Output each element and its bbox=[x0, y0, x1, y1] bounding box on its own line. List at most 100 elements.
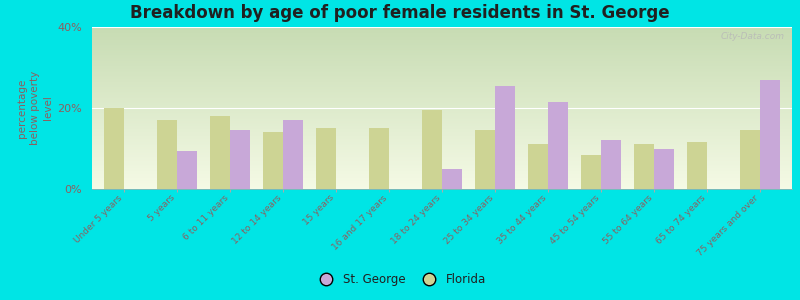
Bar bbox=[92, 58, 792, 59]
Bar bbox=[92, 129, 792, 131]
Bar bbox=[92, 161, 792, 163]
Bar bbox=[92, 92, 792, 93]
Bar bbox=[92, 110, 792, 111]
Bar bbox=[92, 72, 792, 74]
Bar bbox=[92, 186, 792, 188]
Bar bbox=[92, 171, 792, 173]
Bar bbox=[92, 43, 792, 45]
Bar bbox=[92, 93, 792, 95]
Bar bbox=[92, 160, 792, 161]
Bar bbox=[92, 98, 792, 100]
Bar bbox=[92, 84, 792, 85]
Bar bbox=[92, 131, 792, 132]
Bar bbox=[92, 76, 792, 77]
Bar bbox=[92, 46, 792, 48]
Bar bbox=[92, 38, 792, 40]
Bar bbox=[92, 77, 792, 79]
Bar bbox=[475, 130, 495, 189]
Bar bbox=[157, 120, 177, 189]
Bar bbox=[92, 163, 792, 165]
Bar bbox=[92, 119, 792, 121]
Bar bbox=[92, 144, 792, 145]
Bar bbox=[92, 181, 792, 182]
Bar bbox=[92, 126, 792, 127]
Bar bbox=[601, 140, 622, 189]
Bar bbox=[92, 140, 792, 142]
Bar bbox=[92, 139, 792, 140]
Bar bbox=[92, 174, 792, 176]
Bar bbox=[92, 85, 792, 87]
Bar bbox=[92, 184, 792, 186]
Bar bbox=[92, 145, 792, 147]
Bar bbox=[422, 110, 442, 189]
Bar bbox=[92, 35, 792, 37]
Bar bbox=[92, 74, 792, 76]
Text: City-Data.com: City-Data.com bbox=[721, 32, 785, 41]
Bar bbox=[92, 116, 792, 118]
Bar bbox=[92, 55, 792, 56]
Bar bbox=[92, 115, 792, 116]
Bar bbox=[92, 101, 792, 103]
Bar bbox=[92, 30, 792, 32]
Bar bbox=[92, 148, 792, 150]
Bar bbox=[92, 134, 792, 136]
Bar bbox=[92, 157, 792, 158]
Bar bbox=[92, 136, 792, 137]
Bar bbox=[177, 151, 197, 189]
Bar bbox=[92, 100, 792, 101]
Bar bbox=[92, 113, 792, 115]
Bar bbox=[262, 132, 283, 189]
Bar bbox=[92, 168, 792, 170]
Bar bbox=[687, 142, 707, 189]
Legend: St. George, Florida: St. George, Florida bbox=[310, 269, 490, 291]
Bar bbox=[92, 88, 792, 90]
Bar bbox=[442, 169, 462, 189]
Bar bbox=[92, 28, 792, 30]
Bar bbox=[581, 154, 601, 189]
Bar bbox=[92, 32, 792, 34]
Bar bbox=[92, 166, 792, 168]
Bar bbox=[283, 120, 303, 189]
Bar bbox=[92, 137, 792, 139]
Bar bbox=[92, 48, 792, 50]
Bar bbox=[92, 82, 792, 84]
Bar bbox=[92, 123, 792, 124]
Bar bbox=[92, 97, 792, 98]
Bar bbox=[92, 42, 792, 43]
Bar bbox=[92, 95, 792, 97]
Bar bbox=[92, 56, 792, 58]
Bar bbox=[92, 118, 792, 119]
Bar bbox=[369, 128, 389, 189]
Bar bbox=[92, 51, 792, 53]
Bar bbox=[92, 63, 792, 64]
Bar bbox=[92, 124, 792, 126]
Bar bbox=[92, 66, 792, 68]
Bar bbox=[92, 158, 792, 160]
Bar bbox=[92, 128, 792, 129]
Bar bbox=[92, 105, 792, 106]
Bar bbox=[104, 108, 124, 189]
Bar bbox=[210, 116, 230, 189]
Bar bbox=[92, 108, 792, 110]
Bar bbox=[92, 132, 792, 134]
Bar bbox=[92, 45, 792, 46]
Bar bbox=[92, 80, 792, 82]
Bar bbox=[92, 176, 792, 178]
Bar bbox=[92, 165, 792, 166]
Bar bbox=[92, 71, 792, 72]
Bar bbox=[92, 69, 792, 71]
Bar bbox=[654, 148, 674, 189]
Bar bbox=[92, 121, 792, 123]
Bar bbox=[92, 90, 792, 92]
Bar bbox=[92, 178, 792, 179]
Bar bbox=[92, 87, 792, 88]
Bar bbox=[92, 182, 792, 184]
Bar bbox=[316, 128, 336, 189]
Bar bbox=[634, 144, 654, 189]
Bar bbox=[92, 64, 792, 66]
Bar bbox=[92, 155, 792, 157]
Bar bbox=[92, 34, 792, 35]
Bar bbox=[92, 59, 792, 61]
Bar bbox=[92, 106, 792, 108]
Bar bbox=[760, 80, 780, 189]
